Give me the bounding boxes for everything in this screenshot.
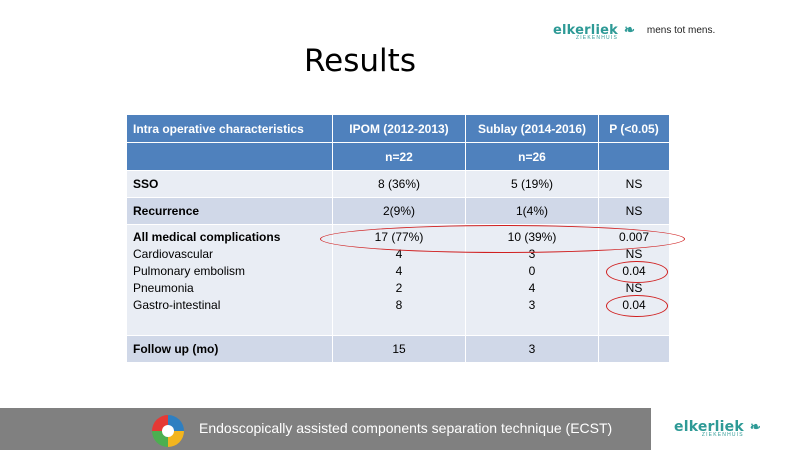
complication-item-p: 0.04 bbox=[622, 264, 646, 278]
complication-item-sublay: 4 bbox=[528, 281, 536, 295]
brand-name: elkerliek bbox=[553, 23, 618, 38]
header-ipom: IPOM (2012-2013) bbox=[332, 114, 466, 143]
complication-item-sublay: 3 bbox=[528, 247, 536, 261]
complication-item-p: NS bbox=[625, 281, 643, 295]
brand-header: elkerliek ZIEKENHUIS ❧ mens tot mens. bbox=[553, 20, 716, 41]
brand-logo: elkerliek ZIEKENHUIS bbox=[553, 21, 618, 41]
row-ipom-value: 2(9%) bbox=[332, 197, 466, 225]
complication-item-label: Gastro-intestinal bbox=[133, 298, 221, 312]
table-row: Follow up (mo) 15 3 bbox=[126, 335, 670, 363]
complications-p-values: 0.007 NS 0.04 NS 0.04 bbox=[598, 224, 670, 336]
header-characteristics: Intra operative characteristics bbox=[126, 114, 333, 143]
complication-item-sublay: 3 bbox=[528, 298, 536, 312]
row-sublay-value: 3 bbox=[465, 335, 599, 363]
complication-item-ipom: 4 bbox=[395, 247, 403, 261]
table-row: Recurrence 2(9%) 1(4%) NS bbox=[126, 197, 670, 225]
row-label: Follow up (mo) bbox=[126, 335, 333, 363]
row-p-value: NS bbox=[598, 170, 670, 198]
brand-sub: ZIEKENHUIS bbox=[575, 35, 618, 41]
leaf-mark-icon: ❧ bbox=[623, 22, 635, 37]
subheader-ipom-n: n=22 bbox=[332, 142, 466, 171]
row-label: SSO bbox=[126, 170, 333, 198]
row-ipom-value: 8 (36%) bbox=[332, 170, 466, 198]
header-p-value: P (<0.05) bbox=[598, 114, 670, 143]
row-sublay-value: 1(4%) bbox=[465, 197, 599, 225]
complications-sublay-total: 10 (39%) bbox=[507, 230, 557, 244]
complications-p-total: 0.007 bbox=[618, 230, 650, 244]
row-sublay-value: 5 (19%) bbox=[465, 170, 599, 198]
subheader-empty-1 bbox=[126, 142, 333, 171]
results-table: Intra operative characteristics IPOM (20… bbox=[126, 114, 670, 363]
row-p-value bbox=[598, 335, 670, 363]
complication-item-sublay: 0 bbox=[528, 264, 536, 278]
brand-name: elkerliek bbox=[674, 419, 744, 435]
plan-do-check-act-cycle-icon bbox=[152, 415, 184, 447]
table-row: SSO 8 (36%) 5 (19%) NS bbox=[126, 170, 670, 198]
row-ipom-value: 15 bbox=[332, 335, 466, 363]
complications-labels: All medical complications Cardiovascular… bbox=[126, 224, 333, 336]
complication-item-ipom: 4 bbox=[395, 264, 403, 278]
complication-item-ipom: 8 bbox=[395, 298, 403, 312]
brand-tagline: mens tot mens. bbox=[646, 24, 716, 36]
brand-logo: elkerliek ZIEKENHUIS bbox=[674, 418, 744, 438]
footer-text: Endoscopically assisted components separ… bbox=[199, 420, 613, 436]
complication-item-ipom: 2 bbox=[395, 281, 403, 295]
complications-ipom-values: 17 (77%) 4 4 2 8 bbox=[332, 224, 466, 336]
table-row-complications: All medical complications Cardiovascular… bbox=[126, 224, 670, 336]
footer-bar: Endoscopically assisted components separ… bbox=[0, 408, 651, 450]
complication-item-label: Cardiovascular bbox=[133, 247, 214, 261]
complication-item-label: Pulmonary embolism bbox=[133, 264, 246, 278]
header-sublay: Sublay (2014-2016) bbox=[465, 114, 599, 143]
table-subheader-row: n=22 n=26 bbox=[126, 142, 670, 171]
complication-item-p: NS bbox=[625, 247, 643, 261]
row-p-value: NS bbox=[598, 197, 670, 225]
complications-ipom-total: 17 (77%) bbox=[374, 230, 424, 244]
complication-item-label: Pneumonia bbox=[133, 281, 194, 295]
table-header-row: Intra operative characteristics IPOM (20… bbox=[126, 114, 670, 143]
complications-sublay-values: 10 (39%) 3 0 4 3 bbox=[465, 224, 599, 336]
brand-sub: ZIEKENHUIS bbox=[701, 432, 744, 438]
subheader-sublay-n: n=26 bbox=[465, 142, 599, 171]
complications-label: All medical complications bbox=[133, 230, 281, 244]
leaf-mark-icon: ❧ bbox=[749, 419, 761, 434]
complication-item-p: 0.04 bbox=[622, 298, 646, 312]
row-label: Recurrence bbox=[126, 197, 333, 225]
brand-footer: elkerliek ZIEKENHUIS ❧ bbox=[674, 418, 761, 438]
slide-title: Results bbox=[304, 43, 416, 79]
subheader-empty-2 bbox=[598, 142, 670, 171]
